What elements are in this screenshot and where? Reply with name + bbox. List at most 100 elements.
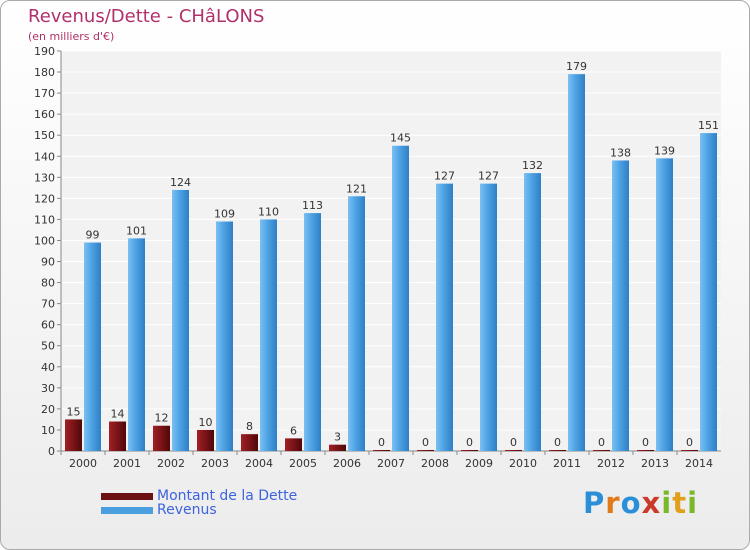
data-label-revenus: 127 <box>434 170 455 183</box>
legend-label-dette: Montant de la Dette <box>157 488 298 504</box>
bar-dette <box>65 419 82 451</box>
bar-revenus <box>524 173 541 451</box>
x-tick-label: 2007 <box>377 457 405 470</box>
bar-dette <box>549 450 566 451</box>
bar-revenus <box>436 183 453 451</box>
data-label-dette: 0 <box>466 436 473 449</box>
x-tick-label: 2009 <box>465 457 493 470</box>
logo-letter: i <box>661 486 673 520</box>
bar-dette <box>505 450 522 451</box>
data-label-dette: 0 <box>422 436 429 449</box>
logo-letter: x <box>641 486 662 520</box>
bar-revenus <box>84 242 101 451</box>
logo-letter: t <box>672 486 688 520</box>
bar-dette <box>417 450 434 451</box>
legend-label-revenus: Revenus <box>157 502 217 518</box>
y-tick-label: 0 <box>48 445 55 458</box>
x-tick-label: 2011 <box>553 457 581 470</box>
data-label-revenus: 99 <box>86 229 100 242</box>
x-tick-label: 2006 <box>333 457 361 470</box>
logo-letter: P <box>583 486 606 520</box>
data-label-dette: 0 <box>554 436 561 449</box>
legend-item-dette: Montant de la Dette <box>101 488 297 504</box>
x-tick-label: 2010 <box>509 457 537 470</box>
bar-dette <box>153 425 170 451</box>
data-label-revenus: 145 <box>390 132 411 145</box>
logo-letter: o <box>620 486 642 520</box>
legend-swatch-dette <box>101 492 153 500</box>
y-tick-label: 160 <box>34 108 55 121</box>
data-label-dette: 0 <box>510 436 517 449</box>
bar-dette <box>373 450 390 451</box>
y-tick-label: 170 <box>34 87 55 100</box>
y-tick-label: 60 <box>41 319 55 332</box>
bar-dette <box>637 450 654 451</box>
bar-revenus <box>348 196 365 451</box>
data-label-revenus: 101 <box>126 224 147 237</box>
bar-revenus <box>172 189 189 451</box>
data-label-revenus: 138 <box>610 146 631 159</box>
bar-revenus <box>480 183 497 451</box>
data-label-revenus: 151 <box>698 119 719 132</box>
logo-letter: i <box>687 486 699 520</box>
y-tick-label: 120 <box>34 192 55 205</box>
y-tick-label: 110 <box>34 213 55 226</box>
data-label-dette: 12 <box>155 412 169 425</box>
y-tick-label: 40 <box>41 361 55 374</box>
data-label-dette: 0 <box>598 436 605 449</box>
x-tick-label: 2003 <box>201 457 229 470</box>
data-label-revenus: 124 <box>170 176 191 189</box>
bar-dette <box>285 438 302 451</box>
x-tick-label: 2014 <box>685 457 713 470</box>
chart-title: Revenus/Dette - CHâLONS <box>28 6 265 27</box>
y-tick-label: 20 <box>41 403 55 416</box>
y-tick-label: 180 <box>34 66 55 79</box>
bar-dette <box>461 450 478 451</box>
y-tick-label: 100 <box>34 234 55 247</box>
chart-subtitle: (en milliers d'€) <box>28 30 115 43</box>
data-label-revenus: 132 <box>522 159 543 172</box>
legend-swatch-revenus <box>101 506 153 514</box>
y-tick-label: 70 <box>41 298 55 311</box>
x-tick-label: 2013 <box>641 457 669 470</box>
x-tick-label: 2004 <box>245 457 273 470</box>
y-tick-label: 190 <box>34 45 55 58</box>
plot-area <box>61 51 721 451</box>
data-label-revenus: 113 <box>302 199 323 212</box>
bar-dette <box>681 450 698 451</box>
bar-dette <box>241 434 258 451</box>
x-tick-label: 2002 <box>157 457 185 470</box>
y-tick-label: 130 <box>34 171 55 184</box>
bar-dette <box>593 450 610 451</box>
y-tick-label: 30 <box>41 382 55 395</box>
data-label-dette: 6 <box>290 424 297 437</box>
data-label-revenus: 139 <box>654 144 675 157</box>
data-label-dette: 0 <box>378 436 385 449</box>
legend-item-revenus: Revenus <box>101 502 217 518</box>
bar-revenus <box>700 133 717 451</box>
bar-dette <box>109 421 126 451</box>
data-label-revenus: 110 <box>258 205 279 218</box>
bar-revenus <box>260 219 277 451</box>
bar-revenus <box>128 238 145 451</box>
bar-revenus <box>568 74 585 451</box>
bar-revenus <box>392 145 409 451</box>
x-tick-label: 2008 <box>421 457 449 470</box>
x-tick-label: 2000 <box>69 457 97 470</box>
data-label-revenus: 179 <box>566 60 587 73</box>
bar-revenus <box>656 158 673 452</box>
data-label-revenus: 127 <box>478 170 499 183</box>
data-label-dette: 14 <box>111 408 125 421</box>
y-tick-label: 80 <box>41 277 55 290</box>
data-label-dette: 15 <box>67 405 81 418</box>
x-tick-label: 2001 <box>113 457 141 470</box>
bar-revenus <box>216 221 233 451</box>
bar-dette <box>197 429 214 451</box>
data-label-revenus: 109 <box>214 208 235 221</box>
data-label-dette: 0 <box>642 436 649 449</box>
bar-revenus <box>304 213 321 451</box>
y-tick-label: 140 <box>34 150 55 163</box>
x-tick-label: 2005 <box>289 457 317 470</box>
bar-dette <box>329 444 346 451</box>
